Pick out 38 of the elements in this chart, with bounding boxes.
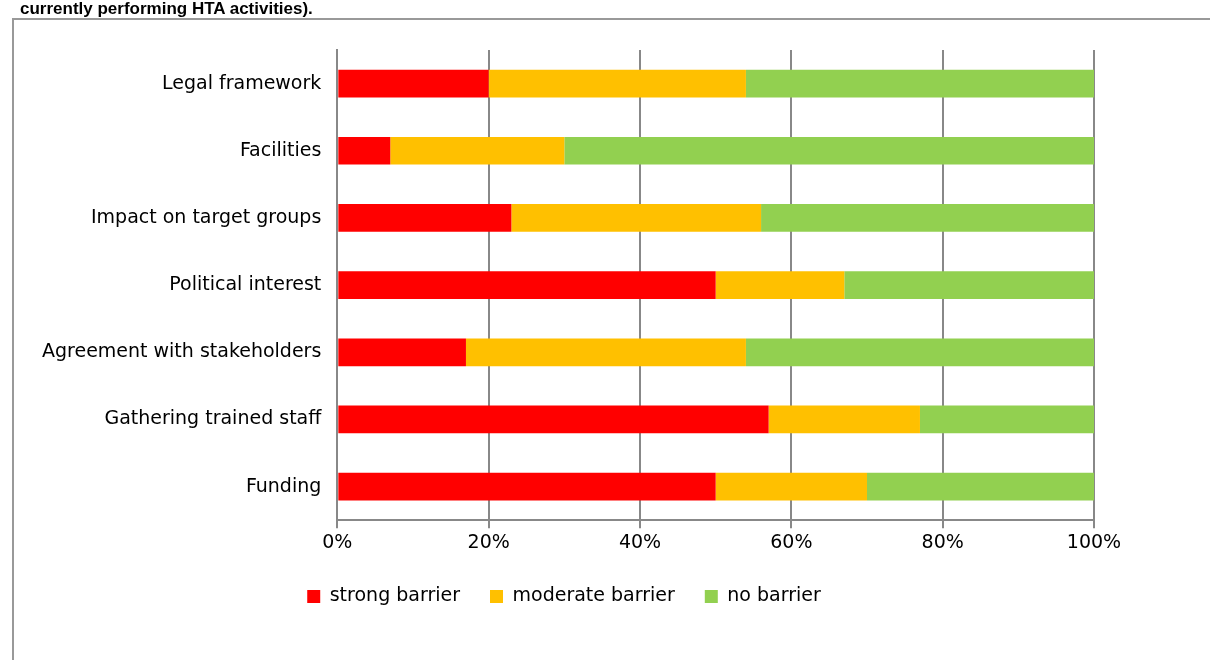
bar xyxy=(564,136,1094,165)
bar xyxy=(338,136,391,165)
bar xyxy=(768,405,920,434)
legend-label: strong barrier xyxy=(329,583,461,606)
x-tick-label: 80% xyxy=(921,529,964,552)
x-tick-label: 20% xyxy=(467,529,510,552)
bar xyxy=(390,136,565,165)
y-tick-label: Funding xyxy=(245,473,322,496)
y-tick-label: Political interest xyxy=(169,272,322,295)
y-tick-label: Gathering trained staff xyxy=(104,406,323,429)
bar xyxy=(867,472,1094,501)
bar xyxy=(338,405,769,434)
y-tick-label: Facilities xyxy=(239,137,322,160)
bar xyxy=(338,338,466,367)
text: currently performing HTA activities). xyxy=(20,0,313,18)
bar xyxy=(715,271,845,299)
bar xyxy=(715,472,867,501)
bar xyxy=(745,338,1094,367)
y-tick-label: Legal framework xyxy=(162,70,322,93)
legend-label: no barrier xyxy=(727,583,821,606)
bar xyxy=(844,271,1094,299)
y-tick-label: Agreement with stakeholders xyxy=(41,339,322,362)
bar xyxy=(511,204,762,232)
bar xyxy=(745,69,1094,98)
bar xyxy=(488,69,746,98)
bar xyxy=(338,271,716,299)
x-tick-label: 100% xyxy=(1066,529,1122,552)
x-tick-label: 0% xyxy=(322,529,353,552)
bar xyxy=(919,405,1094,434)
y-tick-label: Impact on target groups xyxy=(90,204,322,227)
bar xyxy=(338,69,489,98)
bar xyxy=(338,204,512,232)
bar xyxy=(465,338,746,367)
bar xyxy=(761,204,1094,232)
x-tick-label: 40% xyxy=(618,529,662,552)
bar xyxy=(338,472,716,501)
x-tick-label: 60% xyxy=(770,529,813,552)
legend-label: moderate barrier xyxy=(512,583,675,606)
